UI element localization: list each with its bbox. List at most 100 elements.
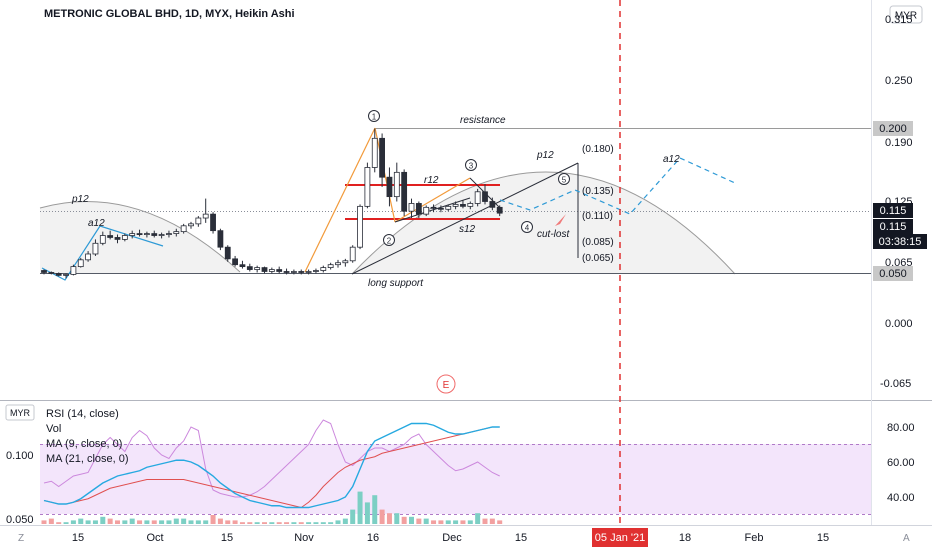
candle-body [408,203,415,212]
candle-body [349,246,356,262]
time-tick-oct15: 15 [221,532,233,544]
svg-text:5: 5 [562,176,567,185]
target-label-0065: (0.065) [582,253,614,264]
rsi-tick-60: 60.00 [887,457,915,469]
time-tick-15: 15 [72,532,84,544]
volume-bar [276,522,282,524]
currency-button[interactable]: MYR [889,5,923,24]
candle [474,188,481,207]
svg-text:05 Jan '21: 05 Jan '21 [595,532,645,544]
badge-countdown: 03:38:15 [873,234,927,249]
fib-orange-line-3[interactable] [394,177,471,223]
badge-support[interactable]: 0.050 [873,266,913,281]
annotation-a12-right: a12 [663,154,680,165]
circle-marker-5: 5 [558,173,570,185]
candle [379,133,386,187]
volume-bar [350,509,356,524]
candle-body [386,176,393,198]
timezone-icon[interactable]: Z [18,533,24,544]
candle-body [151,233,158,236]
p12-right-arc[interactable] [351,171,736,275]
legend-vol[interactable]: Vol [46,423,61,435]
candle-body [188,223,194,227]
target-label-0180: (0.180) [582,144,614,155]
candle [85,251,91,262]
candle [180,223,187,234]
candle-body [217,230,224,248]
trend-line-black[interactable] [351,162,579,275]
volume-bar [225,520,231,524]
candle [63,273,69,279]
legend-ma9[interactable]: MA (9, close, 0) [46,438,122,450]
svg-text:0.115: 0.115 [880,205,907,217]
volume-bar [313,522,319,524]
p12-left-arc[interactable] [39,201,241,273]
candle [386,167,393,207]
candle-body [254,267,261,270]
candle [452,201,459,210]
candle [335,259,341,268]
time-tick-dec: Dec [442,532,462,544]
volume-bar [78,518,84,524]
candle-body [401,171,408,212]
target-label-0135: (0.135) [582,186,614,197]
rsi-line[interactable] [43,422,500,509]
time-tick-oct: Oct [146,532,163,544]
volume-bar [342,518,348,524]
candle-body [232,258,239,266]
annotation-p12-right: p12 [536,150,554,161]
candle-body [158,234,165,236]
volume-bar [48,518,54,524]
annotation-cut-lost: cut-lost [537,229,570,240]
annotation-long-support: long support [368,278,424,289]
candle-body [298,271,305,273]
candle [268,267,275,274]
candle-body [114,237,121,240]
candle [445,204,452,212]
volume-bar [460,520,466,524]
auto-scale-icon[interactable]: A [903,533,910,544]
badge-resistance[interactable]: 0.200 [873,121,913,136]
volume-bar [85,520,91,524]
trend-line-lower[interactable] [394,197,471,223]
fib-orange-line-1[interactable] [304,127,376,273]
circle-marker-4: 4 [521,221,533,233]
a12-right-path[interactable] [499,157,736,215]
volume-bar [423,518,429,524]
volume-bar [328,522,334,524]
price-tick-0190: 0.190 [885,137,913,149]
ma9-line[interactable] [43,419,500,498]
vol-tick-0100: 0.100 [6,450,34,462]
candle-body [283,271,290,273]
legend-ma21[interactable]: MA (21, close, 0) [46,453,129,465]
candle-body [77,259,84,268]
legend-rsi[interactable]: RSI (14, close) [46,408,119,420]
annotation-s12: s12 [459,224,476,235]
earnings-marker[interactable]: E [436,374,456,394]
candle-body [246,266,253,270]
volume-bar [203,520,209,524]
candle [173,228,180,237]
candle-body [393,171,400,198]
candle [151,230,158,238]
indicator-currency-button[interactable]: MYR [5,404,35,421]
annotation-p12-left: p12 [71,194,89,205]
candle-body [107,235,114,238]
time-tick-feb15: 15 [817,532,829,544]
badge-last-price[interactable]: 0.115 [873,203,913,218]
candle [224,245,231,262]
candle-body [210,213,216,232]
volume-bar [445,520,451,524]
volume-bar [70,520,76,524]
candle [283,268,290,275]
circle-marker-2: 2 [383,234,395,246]
price-tick-0000: 0.000 [885,318,913,330]
candle [188,221,194,229]
badge-close-price[interactable]: 0.115 [873,219,913,234]
ma21-line[interactable] [43,426,500,509]
volume-group [41,491,503,524]
candle-body [423,206,430,215]
a12-left-path[interactable] [41,225,164,281]
candle [254,265,261,273]
